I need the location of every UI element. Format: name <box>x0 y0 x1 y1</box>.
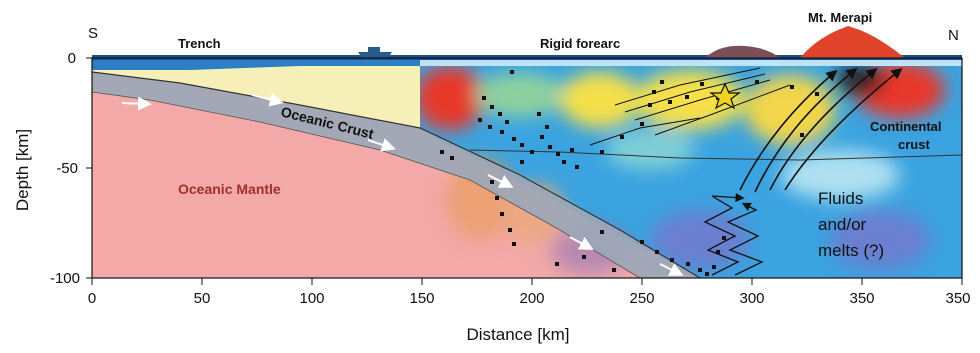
x-tick-300: 300 <box>739 290 764 307</box>
fluids-label-3: melts (?) <box>818 241 884 260</box>
x-tick-0: 0 <box>88 290 96 307</box>
x-tick-350a: 350 <box>849 290 874 307</box>
x-tick-200: 200 <box>519 290 544 307</box>
ship-icon <box>358 47 392 58</box>
y-axis-ticks <box>86 57 92 279</box>
fluid-zigzags <box>703 193 764 276</box>
surface-features <box>92 21 962 60</box>
fluid-flow-arrows <box>739 68 903 193</box>
oceanic-crust-slab <box>92 72 700 278</box>
continental-crust-label-2: crust <box>898 137 930 152</box>
y-tick-100: -100 <box>50 270 80 287</box>
plate-motion-arrows <box>121 92 684 276</box>
mainshock-star-marker <box>709 82 741 110</box>
x-axis-title: Distance [km] <box>467 325 570 344</box>
continental-crust-label-1: Continental <box>870 119 942 134</box>
forearc-faults <box>589 67 791 146</box>
fluids-label-1: Fluids <box>818 189 863 208</box>
y-axis-title: Depth [km] <box>13 129 32 211</box>
forearc-wedge <box>92 66 420 128</box>
x-tick-250: 250 <box>629 290 654 307</box>
earthquake-events <box>440 70 819 276</box>
plot-area <box>92 58 962 278</box>
north-label: N <box>948 27 959 44</box>
x-tick-50: 50 <box>194 290 211 307</box>
x-tick-100: 100 <box>299 290 324 307</box>
x-axis-ticks <box>91 278 963 285</box>
mt-merapi-volcano-icon <box>800 26 905 58</box>
y-tick-50: -50 <box>56 160 78 177</box>
fluids-label-2: and/or <box>818 215 867 234</box>
volcano-label: Mt. Merapi <box>808 10 872 25</box>
y-tick-0: 0 <box>68 50 76 67</box>
oceanic-mantle-label: Oceanic Mantle <box>178 181 281 197</box>
forearc-label: Rigid forearc <box>540 36 620 51</box>
trench-label: Trench <box>178 36 221 51</box>
south-label: S <box>88 25 98 42</box>
forearc-hill <box>705 45 780 58</box>
x-tick-150: 150 <box>409 290 434 307</box>
x-tick-350b: 350 <box>945 290 970 307</box>
ocean-water <box>92 58 420 70</box>
